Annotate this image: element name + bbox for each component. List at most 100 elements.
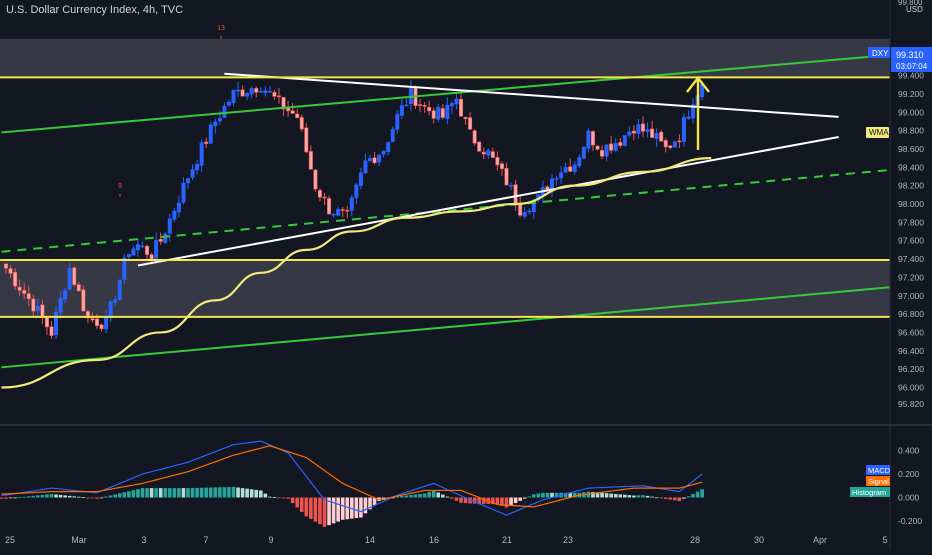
time-tick-label: 3 — [141, 535, 146, 545]
candle — [372, 151, 377, 165]
candle — [17, 279, 22, 296]
candle — [477, 141, 482, 152]
price-tick-label: 96.000 — [898, 383, 924, 393]
price-tick-label: 96.800 — [898, 309, 924, 319]
macd-tick-label: 0.200 — [898, 469, 920, 479]
candle — [522, 206, 527, 219]
price-tick-label: 97.600 — [898, 236, 924, 246]
candle — [186, 177, 191, 189]
drawing-lines — [0, 54, 890, 389]
histogram-bar — [445, 496, 450, 498]
price-axis[interactable]: 99.800USD99.60099.40099.20099.00098.8009… — [889, 0, 932, 550]
histogram-bar — [518, 497, 522, 501]
histogram-bar — [481, 497, 486, 504]
candle — [44, 316, 49, 335]
macd-line — [1, 440, 703, 516]
histogram-bar — [254, 489, 259, 498]
candle — [327, 195, 332, 215]
candles — [4, 80, 705, 340]
time-axis[interactable]: 25 Mar 3 7 9 14 16 21 23 28 30 Apr 5 — [5, 535, 888, 545]
candle — [691, 98, 696, 124]
candle — [390, 126, 395, 143]
candle — [559, 165, 564, 184]
histogram-bar — [613, 493, 618, 498]
candle — [240, 85, 245, 97]
candle — [418, 98, 423, 113]
candle — [131, 245, 136, 256]
candle — [13, 267, 18, 290]
candle — [331, 213, 336, 218]
svg-text:Histogram: Histogram — [852, 488, 886, 497]
candle — [463, 116, 468, 125]
histogram-bar — [58, 494, 63, 498]
histogram-bar — [527, 496, 532, 498]
candle — [54, 305, 59, 340]
histogram-bar — [509, 497, 513, 506]
histogram-bar — [400, 496, 404, 498]
channel-mid-dashed-line — [1, 168, 890, 253]
histogram-bar — [500, 497, 504, 506]
histogram-bar — [532, 494, 536, 498]
macd-tick-label: 0.400 — [898, 446, 920, 456]
histogram-bar — [418, 493, 422, 498]
candle — [76, 282, 81, 292]
histogram-bar — [591, 492, 595, 498]
candle — [636, 119, 641, 139]
histogram-bar — [231, 486, 236, 498]
candle — [458, 92, 463, 118]
histogram-bar — [459, 497, 463, 503]
candle — [345, 206, 350, 219]
histogram-bar — [127, 491, 131, 498]
candle — [72, 266, 77, 287]
candle — [322, 192, 327, 206]
price-tick-label: 98.800 — [898, 126, 924, 136]
histogram-bar — [0, 497, 4, 499]
candle — [631, 125, 636, 141]
candle — [122, 254, 127, 284]
candle — [427, 100, 432, 116]
price-tick-label: 98.000 — [898, 199, 924, 209]
histogram-bar — [327, 497, 331, 526]
histogram-bar — [63, 495, 67, 498]
candle — [81, 285, 86, 312]
candle — [308, 145, 313, 170]
histogram-bar — [22, 496, 26, 498]
histogram-bar — [654, 497, 659, 499]
histogram-bar — [195, 487, 199, 498]
candle — [113, 296, 118, 307]
candle — [677, 134, 682, 149]
badge-price: 99.310 — [896, 50, 924, 60]
histogram-bar — [354, 497, 359, 519]
time-tick-label: 25 — [5, 535, 15, 545]
price-tick-label: 99.800 — [898, 0, 923, 7]
candle — [167, 213, 172, 242]
candle — [22, 282, 27, 300]
signal-line — [1, 445, 703, 508]
candle — [336, 206, 341, 217]
candle — [8, 265, 13, 278]
candle — [577, 154, 582, 168]
triangle-lower-line — [137, 136, 839, 267]
histogram-bar — [318, 497, 322, 525]
candle — [4, 263, 9, 274]
candle — [472, 129, 477, 146]
histogram-bar — [340, 497, 345, 520]
candle — [386, 142, 391, 156]
histogram-bar — [222, 487, 227, 498]
candle — [26, 285, 31, 307]
candle — [454, 92, 459, 110]
histogram-bar — [263, 493, 268, 498]
candle — [681, 112, 686, 148]
last-price-badge: DXY 99.310 03:07:04 — [868, 47, 932, 72]
histogram-bar — [26, 496, 31, 498]
histogram-bar — [208, 487, 213, 498]
histogram-bar — [600, 492, 604, 498]
histogram-bar — [245, 488, 249, 498]
candle — [258, 87, 263, 93]
candle — [659, 129, 664, 142]
histogram-bar — [513, 497, 518, 504]
candle — [158, 232, 163, 245]
histogram-bar — [140, 488, 145, 498]
histogram-bar — [54, 494, 58, 498]
